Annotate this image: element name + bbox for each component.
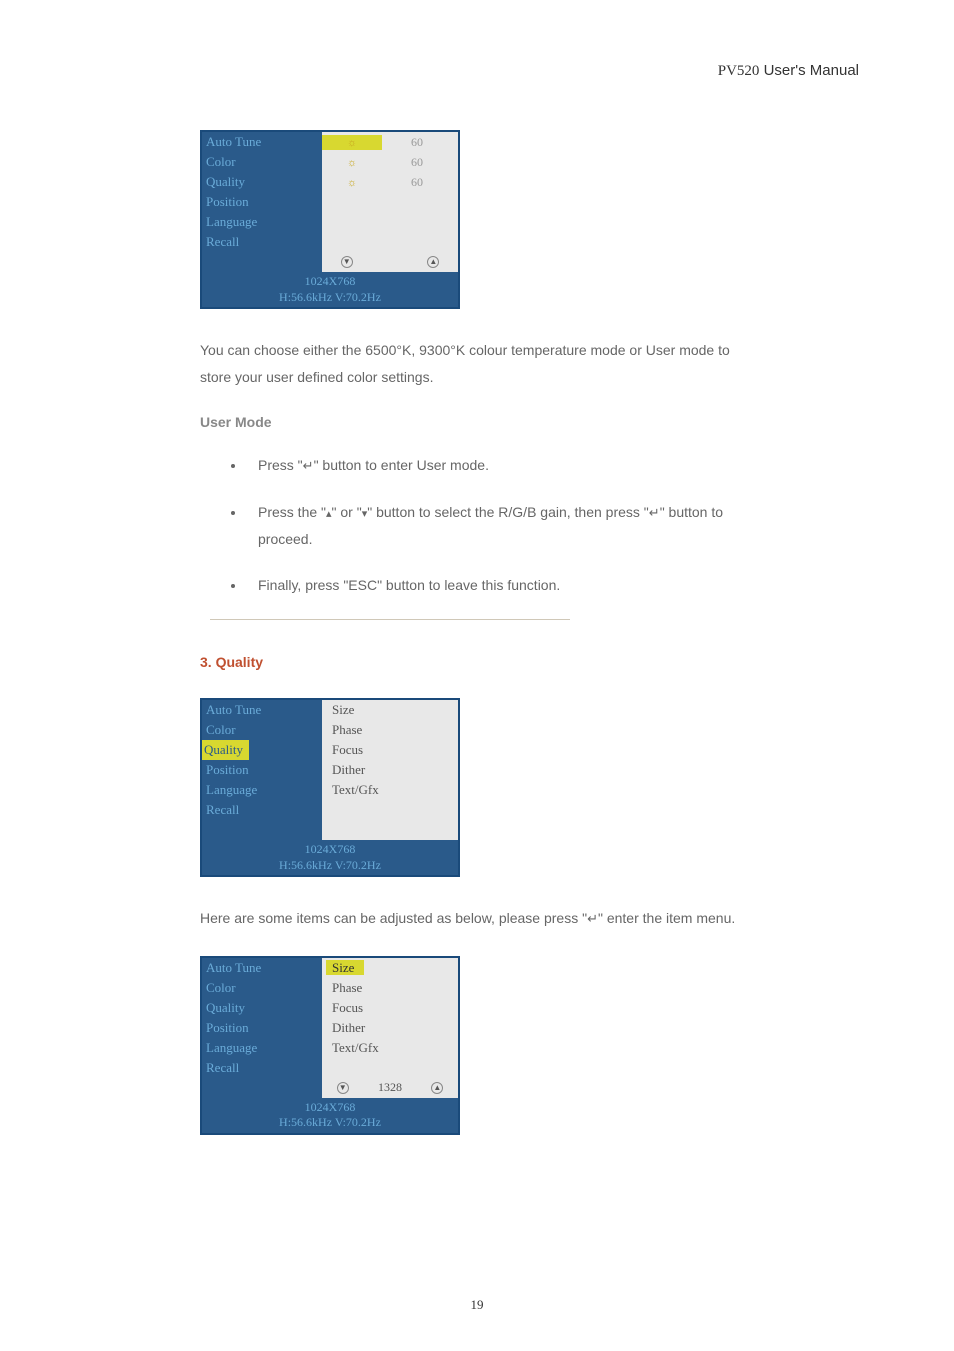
submenu-item: Dither — [322, 1020, 365, 1036]
submenu-item: Text/Gfx — [322, 1040, 379, 1056]
menu-item: Quality — [202, 740, 322, 760]
menu-item: Position — [202, 760, 322, 780]
down-arrow-icon: ▼ — [341, 256, 353, 268]
model-name: PV520 — [718, 63, 760, 79]
submenu-item: Phase — [322, 980, 362, 996]
osd-frequency: H:56.6kHz V:70.2Hz — [202, 858, 458, 874]
osd-footer: 1024X768 H:56.6kHz V:70.2Hz — [202, 272, 458, 307]
osd-resolution: 1024X768 — [202, 274, 458, 290]
step-item: Finally, press "ESC" button to leave thi… — [246, 572, 760, 599]
page-number: 19 — [0, 1297, 954, 1313]
osd-screenshot-3: Auto TuneSize ColorPhase QualityFocus Po… — [200, 956, 460, 1135]
menu-item: Language — [202, 780, 322, 800]
subheading-usermode: User Mode — [200, 414, 760, 430]
paragraph: You can choose either the 6500°K, 9300°K… — [200, 337, 760, 390]
menu-item: Color — [202, 152, 322, 172]
menu-item: Color — [202, 978, 322, 998]
submenu-item: Text/Gfx — [322, 782, 379, 798]
header-title: User's Manual — [764, 62, 859, 79]
menu-spacer — [202, 820, 322, 840]
menu-item: Color — [202, 720, 322, 740]
menu-item: Recall — [202, 1058, 322, 1078]
menu-item: Recall — [202, 800, 322, 820]
page-header: PV520 User's Manual — [718, 62, 859, 80]
menu-item: Position — [202, 1018, 322, 1038]
menu-item: Auto Tune — [202, 700, 322, 720]
osd-resolution: 1024X768 — [202, 842, 458, 858]
menu-item: Recall — [202, 232, 322, 252]
menu-item: Quality — [202, 998, 322, 1018]
menu-spacer — [202, 252, 322, 272]
brightness-icon: ☼ — [347, 177, 357, 189]
section-heading-quality: 3. Quality — [200, 654, 760, 670]
paragraph: Here are some items can be adjusted as b… — [200, 905, 760, 932]
enter-icon — [303, 457, 314, 473]
osd-screenshot-1: Auto Tune ☼ 60 Color ☼ 60 Quality ☼ 60 P… — [200, 130, 460, 309]
menu-item: Position — [202, 192, 322, 212]
enter-icon — [587, 910, 598, 926]
submenu-item: Size — [322, 702, 354, 718]
osd-icon: ☼ — [322, 135, 382, 150]
up-arrow-icon: ▲ — [427, 256, 439, 268]
osd-icon: ☼ — [322, 175, 382, 190]
osd-footer: 1024X768 H:56.6kHz V:70.2Hz — [202, 1098, 458, 1133]
brightness-icon: ☼ — [347, 137, 357, 149]
menu-spacer — [202, 1078, 322, 1098]
osd-slider-row: ▼ 1328 ▲ — [322, 1080, 458, 1095]
steps-list: Press "" button to enter User mode. Pres… — [246, 452, 760, 599]
osd-screenshot-2: Auto TuneSize ColorPhase QualityFocus Po… — [200, 698, 460, 877]
osd-value: 60 — [382, 135, 452, 150]
menu-item: Quality — [202, 172, 322, 192]
menu-item: Auto Tune — [202, 132, 322, 152]
osd-resolution: 1024X768 — [202, 1100, 458, 1116]
content-area: Auto Tune ☼ 60 Color ☼ 60 Quality ☼ 60 P… — [200, 130, 760, 1163]
osd-value: 60 — [382, 175, 452, 190]
menu-item: Language — [202, 212, 322, 232]
osd-value: 60 — [382, 155, 452, 170]
submenu-item: Dither — [322, 762, 365, 778]
submenu-item: Phase — [322, 722, 362, 738]
submenu-item: Focus — [322, 1000, 363, 1016]
osd-frequency: H:56.6kHz V:70.2Hz — [202, 290, 458, 306]
up-arrow-icon: ▲ — [431, 1082, 443, 1094]
osd-nav-arrows: ▼ ▲ — [322, 256, 458, 268]
step-item: Press "" button to enter User mode. — [246, 452, 760, 479]
osd-frequency: H:56.6kHz V:70.2Hz — [202, 1115, 458, 1131]
divider — [210, 619, 570, 620]
brightness-icon: ☼ — [347, 157, 357, 169]
step-item: Press the "" or "" button to select the … — [246, 499, 760, 552]
submenu-item: Size — [322, 960, 364, 976]
menu-item: Language — [202, 1038, 322, 1058]
submenu-item: Focus — [322, 742, 363, 758]
osd-footer: 1024X768 H:56.6kHz V:70.2Hz — [202, 840, 458, 875]
down-arrow-icon: ▼ — [337, 1082, 349, 1094]
enter-icon — [649, 504, 660, 520]
slider-value: 1328 — [378, 1080, 402, 1095]
osd-icon: ☼ — [322, 155, 382, 170]
menu-item: Auto Tune — [202, 958, 322, 978]
